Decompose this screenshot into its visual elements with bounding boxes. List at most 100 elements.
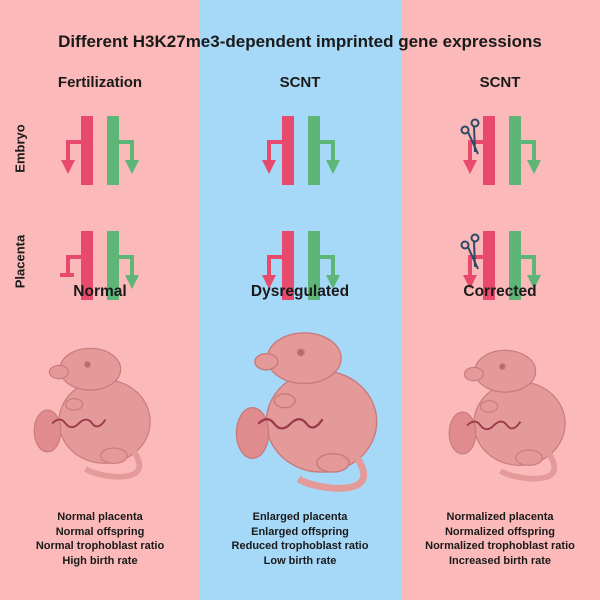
arrow-down-icon xyxy=(463,160,477,174)
imprinted-gene-diagram xyxy=(60,231,139,300)
maternal-allele-bar xyxy=(282,116,294,185)
arrow-down-icon xyxy=(527,275,541,289)
imprinted-gene-diagram xyxy=(460,116,541,185)
scissors-handle xyxy=(470,118,480,128)
paternal-expression-arrow xyxy=(521,255,536,277)
outcome: Reduced trophoblast ratio xyxy=(231,540,369,552)
pup-forelimb xyxy=(273,393,296,409)
pup-head xyxy=(59,347,122,391)
arrow-down-icon xyxy=(326,160,340,174)
paternal-allele-bar xyxy=(107,231,119,300)
outcome: Normalized placenta xyxy=(446,511,554,523)
column-header-scnt: SCNT xyxy=(279,74,321,91)
umbilical-cord xyxy=(466,420,522,431)
paternal-expression-arrow xyxy=(119,140,134,162)
maternal-expression-arrow xyxy=(66,140,81,162)
arrow-down-icon xyxy=(262,160,276,174)
outcomes-corrected: Normalized placenta Normalized offspring… xyxy=(400,510,600,568)
paternal-allele-bar xyxy=(308,231,320,300)
imprinted-gene-diagram xyxy=(262,116,340,185)
arrow-down-icon xyxy=(527,160,541,174)
mouse-pup-icon xyxy=(235,332,378,492)
umbilical-cord xyxy=(51,418,107,429)
mouse-pup-icon xyxy=(448,349,566,482)
maternal-allele-bar xyxy=(483,116,495,185)
pup-eye xyxy=(83,361,91,368)
maternal-allele-bar xyxy=(81,231,93,300)
paternal-expression-arrow xyxy=(320,255,335,277)
pup-head xyxy=(266,332,342,385)
imprinted-gene-diagram xyxy=(61,116,139,185)
paternal-allele-bar xyxy=(107,116,119,185)
pup-hindlimb xyxy=(100,447,128,464)
maternal-allele-bar xyxy=(282,231,294,300)
maternal-repression-line xyxy=(66,255,81,275)
maternal-expression-arrow xyxy=(267,255,282,277)
outcome: Normal offspring xyxy=(55,525,145,538)
outcome: Normal placenta xyxy=(57,511,143,523)
pup-hindlimb xyxy=(316,453,350,473)
outcome: Normalized trophoblast ratio xyxy=(425,540,575,552)
scissors-handle xyxy=(460,125,470,135)
arrow-down-icon xyxy=(262,275,276,289)
column-header-fertilization: Fertilization xyxy=(57,74,143,91)
pup-snout xyxy=(48,364,69,380)
column-header-scnt-corrected: SCNT xyxy=(479,74,521,91)
result-normal: Normal xyxy=(73,283,127,300)
arrow-down-icon xyxy=(326,275,340,289)
scissors-handle xyxy=(460,240,470,250)
outcome: Normalized offspring xyxy=(444,525,555,538)
arrow-down-icon xyxy=(463,275,477,289)
outcomes-fertilization: Normal placenta Normal offspring Normal … xyxy=(0,510,200,568)
paternal-allele-bar xyxy=(509,231,521,300)
row-label-embryo: Embryo xyxy=(12,124,28,173)
outcome: Low birth rate xyxy=(263,554,337,567)
outcome: High birth rate xyxy=(62,554,138,567)
pup-tail xyxy=(296,454,368,492)
outcome: Increased birth rate xyxy=(448,554,552,567)
maternal-expression-arrow xyxy=(267,140,282,162)
pup-eye xyxy=(498,363,506,370)
outcome: Normal trophoblast ratio xyxy=(35,540,165,552)
outcome: Enlarged offspring xyxy=(251,525,349,538)
placenta xyxy=(448,411,477,455)
scissors-icon xyxy=(460,233,480,270)
mouse-pup-icon xyxy=(33,347,151,480)
outcomes-scnt: Enlarged placenta Enlarged offspring Red… xyxy=(200,510,400,568)
paternal-expression-arrow xyxy=(119,255,134,277)
pup-snout xyxy=(254,352,279,371)
pup-eye xyxy=(296,348,305,357)
scissors-blades xyxy=(467,240,479,270)
paternal-expression-arrow xyxy=(320,140,335,162)
imprinted-gene-diagram xyxy=(460,231,541,300)
placenta xyxy=(33,409,62,453)
scissors-blades xyxy=(467,125,479,155)
scnt-column-background xyxy=(200,0,401,600)
scissors-icon xyxy=(460,118,480,155)
pup-snout xyxy=(463,366,484,382)
arrow-down-icon xyxy=(61,160,75,174)
pup-forelimb xyxy=(479,400,499,413)
arrow-down-icon xyxy=(125,275,139,289)
placenta xyxy=(235,407,270,459)
maternal-allele-bar xyxy=(483,231,495,300)
paternal-allele-bar xyxy=(308,116,320,185)
result-dysregulated: Dysregulated xyxy=(250,283,350,300)
result-corrected: Corrected xyxy=(463,283,537,300)
outcome: Enlarged placenta xyxy=(252,511,348,523)
maternal-expression-arrow xyxy=(468,140,483,162)
pup-tail xyxy=(499,450,558,482)
paternal-allele-bar xyxy=(509,116,521,185)
pup-head xyxy=(474,349,537,393)
umbilical-cord xyxy=(257,418,324,430)
pup-hindlimb xyxy=(515,449,543,466)
pup-forelimb xyxy=(64,398,84,411)
imprinted-gene-diagram xyxy=(262,231,340,300)
arrow-down-icon xyxy=(125,160,139,174)
maternal-allele-bar xyxy=(81,116,93,185)
scissors-handle xyxy=(470,233,480,243)
diagram-title: Different H3K27me3-dependent imprinted g… xyxy=(58,32,542,51)
maternal-expression-arrow xyxy=(468,255,483,277)
